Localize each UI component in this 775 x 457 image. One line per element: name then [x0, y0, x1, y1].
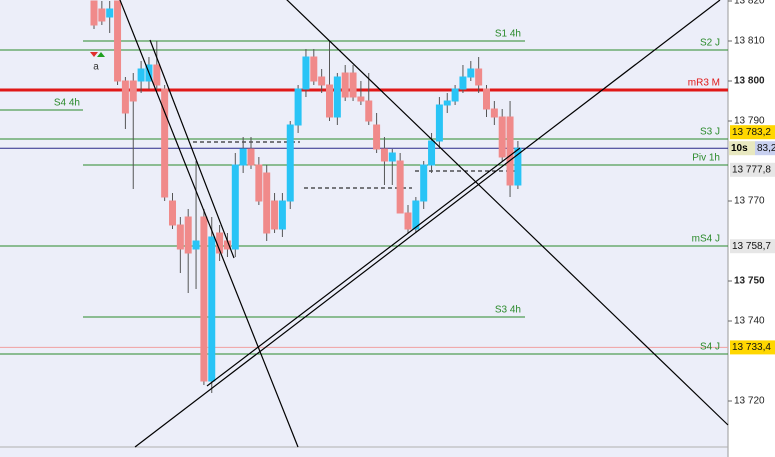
price-box: [730, 239, 775, 254]
marker-label: a: [93, 62, 99, 73]
candle-body: [349, 72, 357, 98]
candle-body: [490, 108, 498, 118]
candle-body: [200, 216, 208, 382]
y-tick-label: 13 820: [734, 0, 765, 7]
candle-body: [420, 164, 428, 202]
y-tick-label: 13 740: [734, 316, 765, 327]
price-box: [755, 141, 775, 156]
price-box-label: 13 777,8: [732, 164, 771, 175]
trend-line: [286, 0, 729, 426]
candle-body: [412, 200, 420, 230]
candle-body: [514, 147, 522, 186]
candle-body: [208, 236, 216, 382]
candle-body: [318, 76, 326, 86]
candle-body: [498, 116, 506, 158]
candle-body: [357, 96, 365, 102]
down-arrow: [90, 52, 98, 57]
candle-body: [247, 148, 255, 166]
candle-body: [365, 100, 373, 122]
candle-body: [459, 76, 467, 90]
candle-body: [114, 0, 122, 82]
candle-body: [326, 84, 333, 118]
candle-body: [373, 124, 381, 150]
y-tick-label: 13 790: [734, 116, 765, 127]
candle-body: [239, 148, 247, 166]
level-label: S4 J: [700, 342, 720, 353]
candle-body: [98, 8, 106, 22]
level-label: S2 J: [700, 38, 720, 49]
price-box-label: 13 733,4: [732, 342, 771, 353]
price-box-label: 13 783,2: [732, 127, 771, 138]
y-tick-label: 13 750: [734, 276, 765, 287]
signal-marker: a: [90, 52, 105, 73]
candle-body: [121, 80, 129, 114]
level-label: mS4 J: [692, 234, 720, 245]
candle-body: [255, 164, 263, 202]
candle-body: [443, 100, 451, 106]
timer-box: [729, 141, 755, 156]
up-arrow: [97, 52, 105, 57]
candle-body: [310, 56, 318, 82]
candle-body: [278, 200, 286, 230]
candle-body: [380, 148, 388, 162]
price-box: [730, 125, 775, 140]
candle-body: [263, 172, 271, 234]
level-label: S1 4h: [495, 29, 521, 40]
candle-body: [428, 140, 436, 166]
candle-body: [176, 224, 184, 250]
level-label: Piv 1h: [692, 153, 720, 164]
level-label: S3 J: [700, 127, 720, 138]
candle-body: [153, 64, 161, 86]
trend-lines: [119, 0, 729, 448]
candle-body: [404, 212, 412, 230]
timer-label: 10s: [731, 143, 748, 154]
price-axis: 13 820 13 810 13 800 13 790 13 770 13 750 13 7…: [728, 0, 775, 407]
level-label: S4 4h: [54, 98, 80, 109]
candle-body: [388, 152, 396, 162]
plot-background: [0, 0, 728, 457]
candle-body: [169, 200, 176, 226]
level-label: S3 4h: [495, 305, 521, 316]
candle-body: [294, 88, 302, 126]
candle-body: [271, 200, 279, 230]
candle-body: [302, 56, 310, 90]
y-tick-label: 13 810: [734, 36, 765, 47]
price-box: [730, 340, 775, 355]
trend-line: [119, 0, 299, 448]
candle-body: [106, 8, 114, 18]
candle-body: [467, 68, 475, 78]
y-tick-label: 13 800: [734, 76, 765, 87]
candle-body: [451, 88, 459, 102]
candle-body: [333, 76, 341, 118]
candle-body: [161, 88, 169, 198]
trend-line: [134, 0, 721, 448]
price-box-label: 13 758,7: [732, 241, 771, 252]
candle-body: [129, 80, 137, 102]
price-box-label: 83,2: [757, 143, 775, 154]
trend-line: [149, 39, 235, 259]
candle-body: [184, 216, 192, 254]
candle-body: [341, 72, 349, 98]
trend-line: [206, 147, 521, 387]
candle-body: [90, 0, 98, 26]
y-tick-label: 13 720: [734, 396, 765, 407]
candle-body: [475, 68, 483, 86]
levels: S1 4h S2 J mR3 M S4 4h S3 J Piv 1h mS4 J S3 4h S…: [0, 29, 728, 355]
candle-body: [506, 116, 514, 186]
candle-body: [192, 240, 200, 250]
y-tick-label: 13 770: [734, 196, 765, 207]
level-label: mR3 M: [688, 78, 720, 89]
candle-body: [483, 88, 490, 110]
axis-background: [728, 0, 775, 457]
candle-body: [435, 104, 443, 142]
candle-body: [231, 164, 239, 250]
candle-body: [396, 160, 404, 214]
price-box: [730, 162, 775, 177]
candle-body: [286, 124, 294, 202]
candles: [90, 0, 522, 393]
candle-body: [137, 68, 145, 82]
